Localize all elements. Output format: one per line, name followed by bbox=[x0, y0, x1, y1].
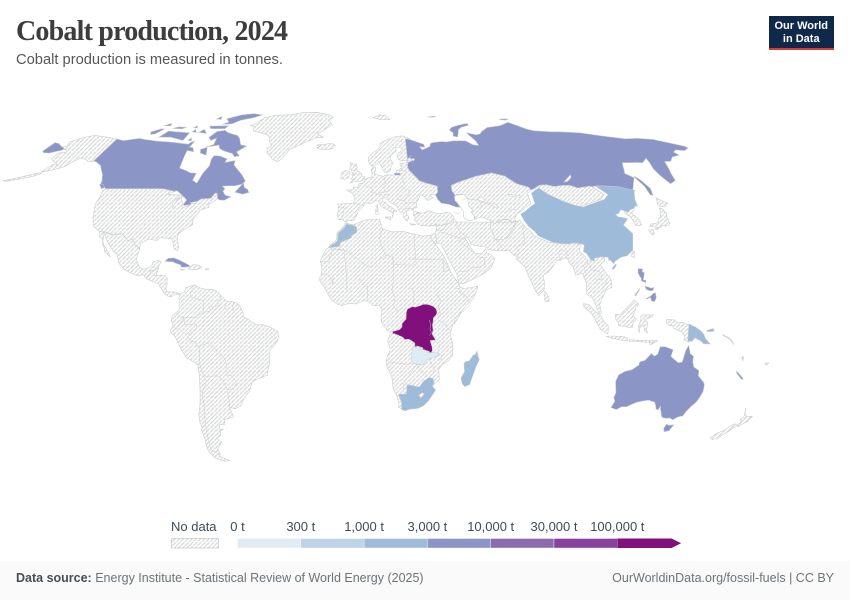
svg-text:100,000 t: 100,000 t bbox=[590, 519, 645, 534]
svg-text:30,000 t: 30,000 t bbox=[531, 519, 578, 534]
svg-text:1,000 t: 1,000 t bbox=[344, 519, 384, 534]
svg-text:300 t: 300 t bbox=[286, 519, 315, 534]
svg-text:0 t: 0 t bbox=[230, 519, 245, 534]
svg-text:10,000 t: 10,000 t bbox=[467, 519, 514, 534]
svg-text:No data: No data bbox=[171, 519, 217, 534]
svg-text:3,000 t: 3,000 t bbox=[408, 519, 448, 534]
